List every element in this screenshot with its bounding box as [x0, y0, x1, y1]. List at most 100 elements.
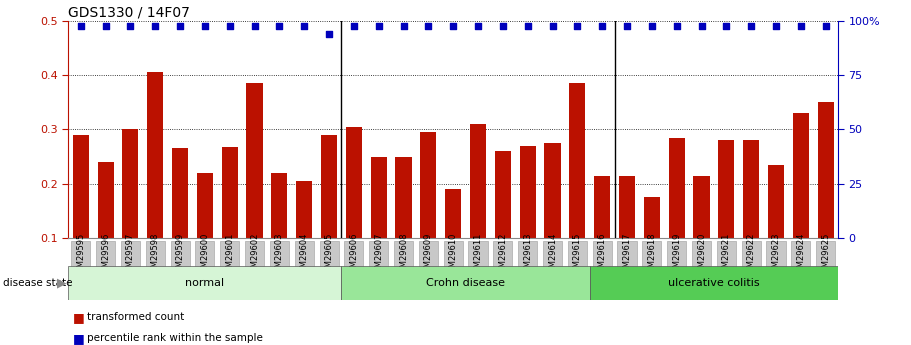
Text: ▶: ▶: [57, 276, 67, 289]
FancyBboxPatch shape: [692, 241, 711, 269]
FancyBboxPatch shape: [270, 241, 289, 269]
FancyBboxPatch shape: [518, 241, 537, 269]
Point: [372, 23, 386, 29]
FancyBboxPatch shape: [121, 241, 140, 269]
Point: [74, 23, 88, 29]
Bar: [97, 162, 114, 292]
FancyBboxPatch shape: [717, 241, 736, 269]
Text: GSM29598: GSM29598: [150, 233, 159, 278]
Bar: [545, 143, 560, 292]
FancyBboxPatch shape: [96, 241, 115, 269]
FancyBboxPatch shape: [494, 241, 513, 269]
FancyBboxPatch shape: [593, 241, 612, 269]
Point: [421, 23, 435, 29]
FancyBboxPatch shape: [71, 241, 90, 269]
Text: GSM29610: GSM29610: [449, 233, 457, 278]
Point: [818, 23, 833, 29]
Bar: [818, 102, 834, 292]
Text: GSM29612: GSM29612: [498, 233, 507, 278]
Text: ■: ■: [73, 332, 85, 345]
Text: GSM29611: GSM29611: [474, 233, 483, 278]
Bar: [669, 138, 685, 292]
Point: [793, 23, 808, 29]
Bar: [371, 157, 387, 292]
Text: GSM29600: GSM29600: [200, 233, 210, 278]
Bar: [73, 135, 88, 292]
FancyBboxPatch shape: [195, 241, 214, 269]
Text: GSM29607: GSM29607: [374, 233, 384, 278]
Bar: [619, 176, 635, 292]
Bar: [470, 124, 486, 292]
Text: GSM29618: GSM29618: [648, 233, 657, 278]
FancyBboxPatch shape: [245, 241, 264, 269]
Text: GSM29613: GSM29613: [523, 233, 532, 278]
Point: [520, 23, 535, 29]
Point: [297, 23, 312, 29]
Point: [595, 23, 609, 29]
FancyBboxPatch shape: [742, 241, 761, 269]
Point: [272, 23, 287, 29]
FancyBboxPatch shape: [320, 241, 339, 269]
Text: GSM29601: GSM29601: [225, 233, 234, 278]
Text: GSM29597: GSM29597: [126, 233, 135, 278]
Text: GSM29608: GSM29608: [399, 233, 408, 278]
Bar: [495, 151, 511, 292]
Point: [670, 23, 684, 29]
Text: GSM29616: GSM29616: [598, 233, 607, 278]
Bar: [420, 132, 436, 292]
Point: [570, 23, 585, 29]
Text: transformed count: transformed count: [87, 313, 184, 322]
FancyBboxPatch shape: [766, 241, 785, 269]
Text: GSM29606: GSM29606: [350, 233, 358, 278]
Bar: [768, 165, 784, 292]
Bar: [342, 266, 589, 300]
Bar: [569, 83, 586, 292]
Text: GSM29609: GSM29609: [424, 233, 433, 278]
Text: percentile rank within the sample: percentile rank within the sample: [87, 333, 262, 343]
Point: [496, 23, 510, 29]
Point: [322, 31, 336, 37]
Bar: [519, 146, 536, 292]
FancyBboxPatch shape: [220, 241, 240, 269]
Text: GSM29595: GSM29595: [77, 233, 86, 278]
Point: [471, 23, 486, 29]
Bar: [743, 140, 759, 292]
Text: GDS1330 / 14F07: GDS1330 / 14F07: [68, 6, 190, 20]
Point: [645, 23, 660, 29]
Bar: [271, 173, 288, 292]
Text: GSM29603: GSM29603: [275, 233, 284, 278]
Text: disease state: disease state: [3, 278, 72, 288]
Point: [98, 23, 113, 29]
Bar: [644, 197, 660, 292]
Point: [719, 23, 733, 29]
FancyBboxPatch shape: [369, 241, 388, 269]
Text: GSM29604: GSM29604: [300, 233, 309, 278]
Point: [173, 23, 188, 29]
Bar: [68, 266, 342, 300]
Point: [445, 23, 460, 29]
Bar: [148, 72, 163, 292]
Bar: [321, 135, 337, 292]
Point: [694, 23, 709, 29]
Bar: [793, 113, 809, 292]
Text: GSM29617: GSM29617: [622, 233, 631, 278]
Text: ■: ■: [73, 311, 85, 324]
FancyBboxPatch shape: [444, 241, 463, 269]
FancyBboxPatch shape: [419, 241, 438, 269]
Text: GSM29599: GSM29599: [176, 233, 185, 278]
Bar: [693, 176, 710, 292]
FancyBboxPatch shape: [816, 241, 835, 269]
Bar: [395, 157, 412, 292]
Bar: [172, 148, 189, 292]
Text: GSM29621: GSM29621: [722, 233, 731, 278]
Text: GSM29605: GSM29605: [324, 233, 333, 278]
FancyBboxPatch shape: [344, 241, 363, 269]
Text: GSM29615: GSM29615: [573, 233, 582, 278]
Point: [222, 23, 237, 29]
Point: [619, 23, 634, 29]
Bar: [445, 189, 461, 292]
Bar: [296, 181, 312, 292]
Bar: [221, 147, 238, 292]
Text: GSM29614: GSM29614: [548, 233, 557, 278]
Point: [148, 23, 162, 29]
